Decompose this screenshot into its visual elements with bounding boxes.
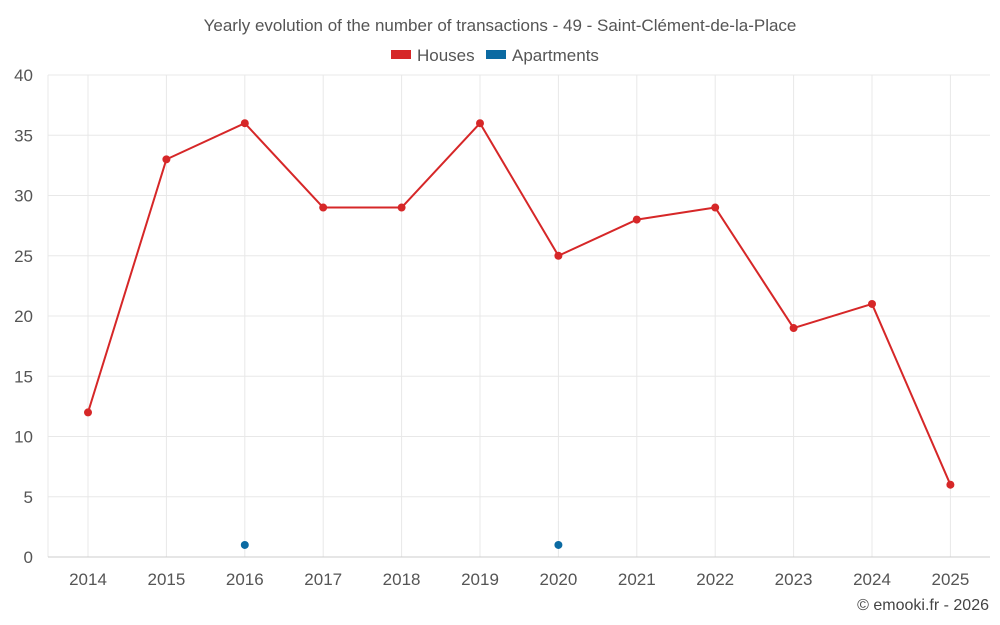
x-axis: 2014 2015 2016 2017 2018 2019 2020 2021 2022 2023…	[69, 570, 969, 589]
x-tick-label: 2023	[775, 570, 813, 589]
data-point-houses-2022[interactable]	[711, 203, 720, 212]
y-axis: 0 5 10 15 20 25 30 35 40	[14, 66, 33, 567]
data-point-houses-2021[interactable]	[632, 215, 641, 224]
x-tick-label: 2017	[304, 570, 342, 589]
y-tick-label: 0	[24, 548, 33, 567]
y-tick-label: 15	[14, 367, 33, 386]
y-tick-label: 35	[14, 126, 33, 145]
data-point-houses-2020[interactable]	[554, 251, 563, 260]
chart-title: Yearly evolution of the number of transa…	[204, 16, 797, 35]
legend-label-houses[interactable]: Houses	[417, 46, 475, 65]
data-point-houses-2024[interactable]	[868, 299, 876, 308]
data-point-houses-2015[interactable]	[162, 155, 171, 164]
y-tick-label: 30	[14, 187, 33, 206]
legend: Houses Apartments	[391, 46, 599, 65]
x-tick-label: 2019	[461, 570, 499, 589]
data-point-houses-2018[interactable]	[397, 203, 406, 212]
legend-swatch-houses[interactable]	[391, 50, 411, 59]
footer-credit: © emooki.fr - 2026	[857, 597, 989, 614]
series	[84, 119, 955, 549]
data-point-houses-2023[interactable]	[789, 324, 798, 333]
series-line-houses	[87, 122, 952, 486]
y-tick-label: 10	[14, 428, 33, 447]
data-point-apartments-2020[interactable]	[554, 540, 563, 549]
x-tick-label: 2014	[69, 570, 107, 589]
x-tick-label: 2020	[539, 570, 577, 589]
y-tick-label: 25	[14, 247, 33, 266]
data-point-houses-2019[interactable]	[476, 119, 484, 128]
series-apartments	[240, 540, 563, 549]
series-houses	[84, 119, 955, 489]
legend-label-apartments[interactable]: Apartments	[512, 46, 599, 65]
y-tick-label: 40	[14, 66, 33, 85]
data-point-houses-2016[interactable]	[240, 119, 249, 128]
x-tick-label: 2025	[931, 570, 969, 589]
x-tick-label: 2021	[618, 570, 656, 589]
legend-swatch-apartments[interactable]	[486, 50, 506, 59]
data-point-houses-2025[interactable]	[946, 480, 955, 489]
x-tick-label: 2015	[147, 570, 185, 589]
x-tick-label: 2018	[383, 570, 421, 589]
x-tick-label: 2022	[696, 570, 734, 589]
y-tick-label: 5	[24, 488, 33, 507]
grid	[47, 74, 990, 558]
y-tick-label: 20	[14, 307, 33, 326]
data-point-apartments-2016[interactable]	[240, 540, 249, 549]
x-tick-label: 2016	[226, 570, 264, 589]
data-point-houses-2017[interactable]	[319, 203, 328, 212]
x-tick-label: 2024	[853, 570, 891, 589]
data-point-houses-2014[interactable]	[84, 408, 92, 417]
